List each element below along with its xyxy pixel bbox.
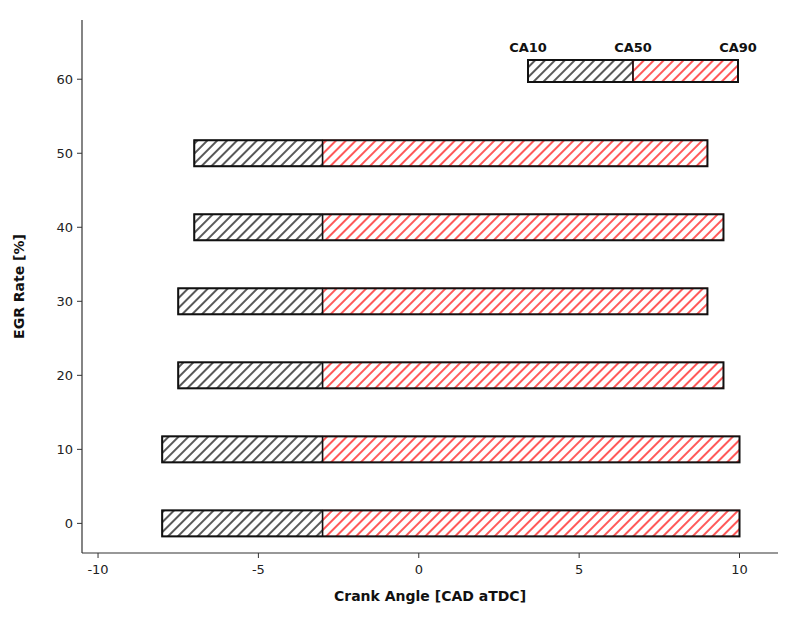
y-tick-label: 30: [56, 294, 73, 309]
bar-outline: [178, 288, 707, 314]
y-tick-label: 40: [56, 220, 73, 235]
legend-divider: [632, 60, 634, 82]
legend-outline: [528, 60, 738, 82]
axes: -10 -5 0 5 10 0 10 20 30 40 50 60: [56, 20, 778, 577]
y-tick-label: 10: [56, 442, 73, 457]
bar-segment: [162, 510, 322, 536]
x-tick: [418, 553, 419, 558]
bar-segment: [323, 140, 708, 166]
bar-divider: [322, 140, 324, 166]
x-axis-label: Crank Angle [CAD aTDC]: [334, 588, 526, 604]
bar-divider: [322, 288, 324, 314]
bar-divider: [322, 436, 324, 462]
bar-segment: [194, 214, 322, 240]
bar-divider: [322, 214, 324, 240]
x-tick-label: 5: [575, 562, 583, 577]
bar-segment: [323, 288, 708, 314]
legend-label: CA90: [719, 40, 757, 55]
x-axis-line: [82, 552, 778, 553]
y-tick: [77, 523, 82, 524]
x-tick-label: 0: [415, 562, 423, 577]
y-tick-label: 50: [56, 146, 73, 161]
chart: -10 -5 0 5 10 0 10 20 30 40 50 60 Crank Angle [CAD a…: [0, 0, 806, 617]
bar-outline: [162, 510, 739, 536]
bar-segment: [323, 362, 724, 388]
y-tick: [77, 301, 82, 302]
legend-swatch: [528, 60, 633, 82]
legend-swatch: [633, 60, 738, 82]
y-tick: [77, 79, 82, 80]
bar-outline: [194, 214, 723, 240]
x-tick-label: -10: [87, 562, 108, 577]
bar-segment: [323, 436, 740, 462]
bar-outline: [194, 140, 707, 166]
y-tick-label: 20: [56, 368, 73, 383]
bar-segment: [178, 288, 322, 314]
x-tick: [98, 553, 99, 558]
bar-segment: [178, 362, 322, 388]
bar-outline: [178, 362, 723, 388]
x-tick-label: -5: [252, 562, 265, 577]
bars: [162, 140, 739, 536]
y-tick: [77, 153, 82, 154]
y-tick: [77, 227, 82, 228]
bar-divider: [322, 510, 324, 536]
x-tick: [579, 553, 580, 558]
bar-segment: [323, 214, 724, 240]
legend-label: CA50: [614, 40, 652, 55]
y-axis-line: [81, 20, 82, 553]
bar-outline: [162, 436, 739, 462]
bar-segment: [194, 140, 322, 166]
bar-segment: [162, 436, 322, 462]
x-tick: [258, 553, 259, 558]
y-tick-label: 60: [56, 72, 73, 87]
legend: CA10 CA50 CA90: [509, 40, 757, 82]
y-tick-label: 0: [65, 516, 73, 531]
y-tick: [77, 375, 82, 376]
y-axis-label: EGR Rate [%]: [11, 234, 27, 339]
x-tick: [739, 553, 740, 558]
bar-segment: [323, 510, 740, 536]
legend-label: CA10: [509, 40, 547, 55]
bar-divider: [322, 362, 324, 388]
y-tick: [77, 449, 82, 450]
x-tick-label: 10: [731, 562, 748, 577]
